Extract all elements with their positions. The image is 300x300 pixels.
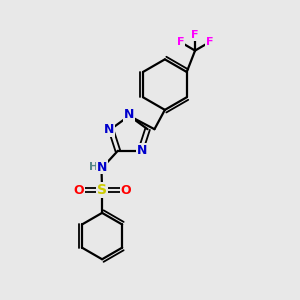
Text: H: H bbox=[88, 162, 98, 172]
Text: F: F bbox=[191, 30, 199, 40]
Text: N: N bbox=[137, 144, 148, 157]
Text: O: O bbox=[121, 184, 131, 196]
Text: N: N bbox=[124, 108, 134, 121]
Text: F: F bbox=[177, 37, 184, 47]
Text: N: N bbox=[104, 123, 114, 136]
Text: F: F bbox=[206, 37, 213, 47]
Text: N: N bbox=[97, 160, 107, 174]
Text: S: S bbox=[97, 183, 107, 197]
Text: O: O bbox=[73, 184, 84, 196]
